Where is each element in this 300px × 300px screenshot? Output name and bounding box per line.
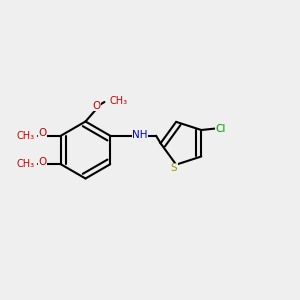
Text: O: O xyxy=(38,157,46,167)
Text: O: O xyxy=(38,128,46,138)
Text: Cl: Cl xyxy=(216,124,226,134)
Text: S: S xyxy=(170,163,177,173)
Text: CH₃: CH₃ xyxy=(16,131,35,141)
Text: CH₃: CH₃ xyxy=(109,96,127,106)
Text: NH: NH xyxy=(132,130,148,140)
Text: CH₃: CH₃ xyxy=(16,159,35,169)
Text: O: O xyxy=(92,101,101,111)
